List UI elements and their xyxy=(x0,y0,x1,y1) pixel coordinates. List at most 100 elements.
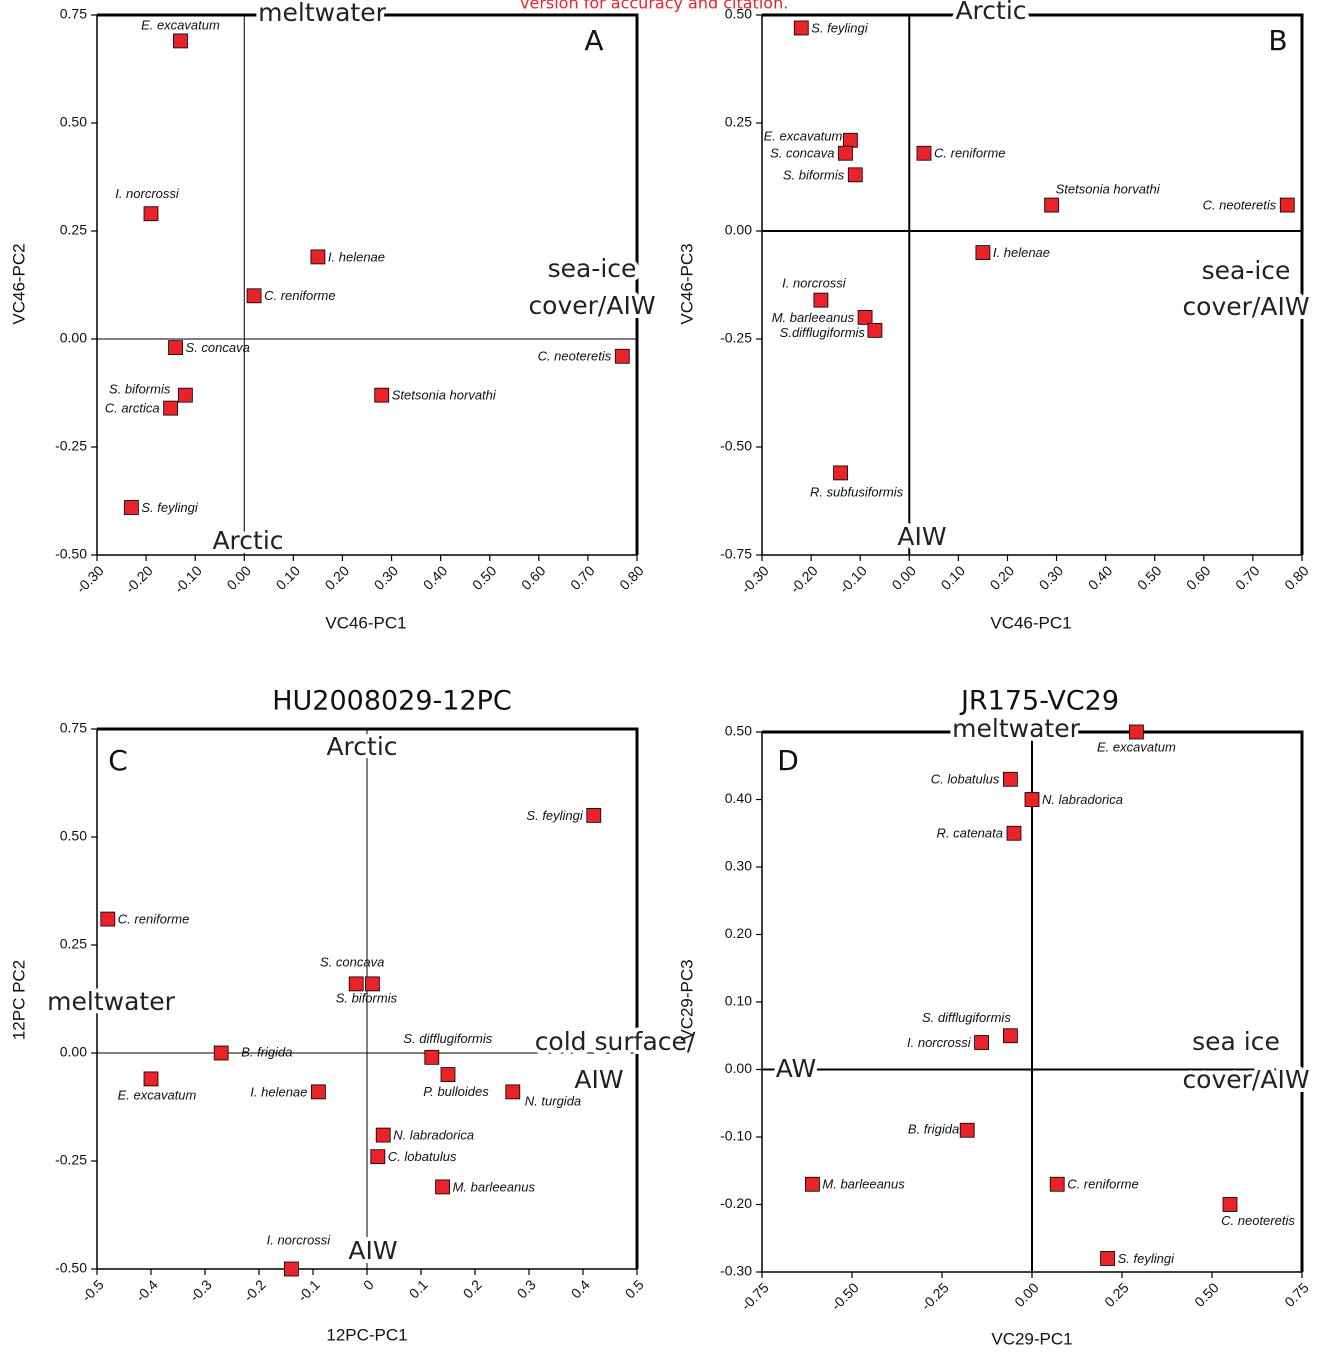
annotation: cover/AIW xyxy=(1182,292,1309,321)
chart-title: HU2008029-12PC xyxy=(272,686,512,717)
panel-label: B xyxy=(1268,24,1287,57)
point-label: C. lobatulus xyxy=(388,1149,457,1164)
x-tick-label: 0.00 xyxy=(888,562,919,593)
x-tick-label: 0.60 xyxy=(1183,562,1214,593)
y-tick-label: 0.00 xyxy=(60,1044,87,1060)
annotation: Arctic xyxy=(212,526,283,555)
annotation: Arctic xyxy=(326,732,397,761)
x-tick-label: -0.1 xyxy=(294,1276,323,1305)
x-tick-label: 0.80 xyxy=(616,562,647,593)
marker xyxy=(833,465,848,481)
marker xyxy=(586,808,602,823)
annotation: meltwater xyxy=(258,0,386,27)
x-tick-label: 0.75 xyxy=(1281,1279,1312,1310)
x-tick-label: -0.4 xyxy=(132,1276,161,1305)
y-tick-label: -0.50 xyxy=(720,438,752,454)
marker xyxy=(143,206,159,222)
x-tick-label: -0.10 xyxy=(836,562,870,596)
point-label: E. excavatum xyxy=(1097,739,1176,754)
point-label: I. norcrossi xyxy=(782,276,847,291)
point-label: S. concava xyxy=(770,146,834,161)
x-tick-label: 0.25 xyxy=(1101,1279,1132,1310)
x-axis-label: VC46-PC1 xyxy=(325,613,406,632)
x-tick-label: 0.00 xyxy=(223,562,254,593)
marker xyxy=(805,1176,820,1192)
annotation: cover/AIW xyxy=(1182,1065,1309,1094)
point-label: I. norcrossi xyxy=(907,1035,972,1050)
note: version for accuracy and citation. xyxy=(520,0,788,13)
marker xyxy=(100,911,116,927)
marker xyxy=(163,400,179,416)
marker xyxy=(847,167,863,183)
point-label: N. labradorica xyxy=(393,1128,474,1143)
point-label: S. concava xyxy=(320,954,384,969)
x-tick-label: -0.30 xyxy=(738,562,772,596)
y-tick-label: -0.25 xyxy=(55,438,87,454)
point-label: B. frigida xyxy=(908,1122,959,1137)
point-label: I. helenae xyxy=(993,245,1050,260)
marker xyxy=(283,1261,299,1277)
y-tick-label: -0.75 xyxy=(720,546,752,562)
x-tick-label: 0.1 xyxy=(406,1276,431,1301)
x-tick-label: 0.2 xyxy=(460,1276,485,1301)
marker xyxy=(370,1149,386,1165)
marker xyxy=(975,245,991,261)
x-tick-label: 0.10 xyxy=(938,562,969,593)
marker xyxy=(424,1049,440,1065)
point-label: C. neoteretis xyxy=(1203,198,1277,213)
point-label: E. excavatum xyxy=(118,1087,197,1102)
y-tick-label: 0.25 xyxy=(725,114,752,130)
y-tick-label: 0.00 xyxy=(725,1060,752,1076)
x-tick-label: 0.20 xyxy=(987,562,1018,593)
panel-label: C xyxy=(108,744,128,777)
point-label: M. barleeanus xyxy=(772,310,855,325)
marker xyxy=(440,1067,456,1082)
x-tick-label: 0.30 xyxy=(1036,562,1067,593)
x-tick-label: 0 xyxy=(360,1276,377,1293)
marker xyxy=(310,1084,326,1100)
annotation: AW xyxy=(776,1054,816,1083)
point-label: C. reniforme xyxy=(1067,1177,1139,1192)
point-label: P. bulloides xyxy=(423,1084,489,1099)
marker xyxy=(1049,1176,1065,1192)
annotation: sea-ice xyxy=(1202,256,1291,285)
y-tick-label: 0.75 xyxy=(60,720,87,736)
marker xyxy=(974,1035,989,1050)
marker xyxy=(1003,1028,1018,1044)
marker xyxy=(173,33,188,49)
y-tick-label: -0.25 xyxy=(55,1152,87,1168)
marker xyxy=(1044,197,1060,213)
marker xyxy=(614,348,630,364)
x-tick-label: 0.30 xyxy=(371,562,402,593)
panel-label: A xyxy=(584,24,603,57)
point-label: S. feylingi xyxy=(811,20,868,35)
y-tick-label: -0.50 xyxy=(55,1260,87,1276)
x-tick-label: -0.20 xyxy=(787,562,821,596)
chart-title: JR175-VC29 xyxy=(959,686,1119,717)
y-tick-label: -0.50 xyxy=(55,546,87,562)
x-tick-label: 0.50 xyxy=(469,562,500,593)
marker xyxy=(959,1122,975,1138)
y-tick-label: 0.40 xyxy=(725,790,752,806)
x-tick-label: 0.50 xyxy=(1191,1279,1222,1310)
marker xyxy=(246,288,262,304)
point-label: S. feylingi xyxy=(141,500,198,515)
point-label: N. turgida xyxy=(525,1093,581,1108)
annotation: cover/AIW xyxy=(528,291,655,320)
annotation: AIW xyxy=(897,522,946,551)
marker xyxy=(143,1071,159,1087)
marker xyxy=(1129,724,1144,740)
marker xyxy=(177,387,193,403)
marker xyxy=(867,322,883,338)
x-tick-label: 0.3 xyxy=(514,1276,539,1301)
marker xyxy=(348,976,364,992)
y-tick-label: -0.30 xyxy=(720,1263,752,1279)
point-label: B. frigida xyxy=(241,1044,292,1059)
annotation: cold surface/ xyxy=(535,1027,696,1056)
marker xyxy=(842,132,858,148)
point-label: S. biformis xyxy=(783,167,845,182)
marker xyxy=(168,340,183,356)
y-tick-label: -0.25 xyxy=(720,330,752,346)
annotation: meltwater xyxy=(952,714,1080,743)
